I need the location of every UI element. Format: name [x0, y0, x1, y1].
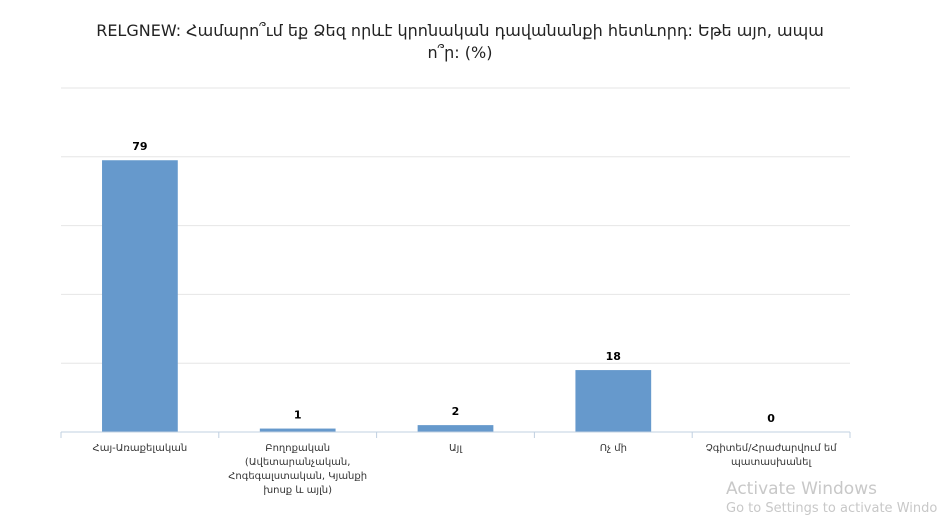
bar: [575, 370, 652, 432]
category-label: Բողոքական (Ավետարանչական, Հոգեգալստական,…: [228, 443, 368, 496]
x-axis: [60, 431, 851, 438]
bar: [259, 428, 336, 432]
data-label: 18: [606, 350, 621, 363]
data-label: 0: [767, 412, 775, 425]
category-label: Այլ: [448, 443, 463, 454]
data-label: 1: [294, 409, 302, 422]
chart-title: RELGNEW: Համարո՞ւմ եք Ձեզ որևէ կրոնական …: [96, 21, 824, 62]
data-labels: 79 1 2 18 0: [132, 140, 775, 425]
bars: [102, 160, 652, 433]
bar: [102, 160, 178, 433]
gridlines: [61, 87, 850, 364]
bar: [417, 425, 494, 432]
data-label: 2: [452, 405, 460, 418]
category-label: Հայ-Առաքելական: [92, 443, 188, 454]
category-label: Չգիտեմ/Հրաժարվում եմ պատասխանել: [705, 443, 837, 468]
watermark-subtitle: Go to Settings to activate Windo: [726, 501, 938, 516]
watermark-title: Activate Windows: [726, 479, 877, 499]
category-label: Ոչ մի: [599, 443, 627, 454]
windows-activation-watermark: Activate Windows Go to Settings to activ…: [726, 478, 937, 518]
data-label: 79: [132, 140, 147, 153]
